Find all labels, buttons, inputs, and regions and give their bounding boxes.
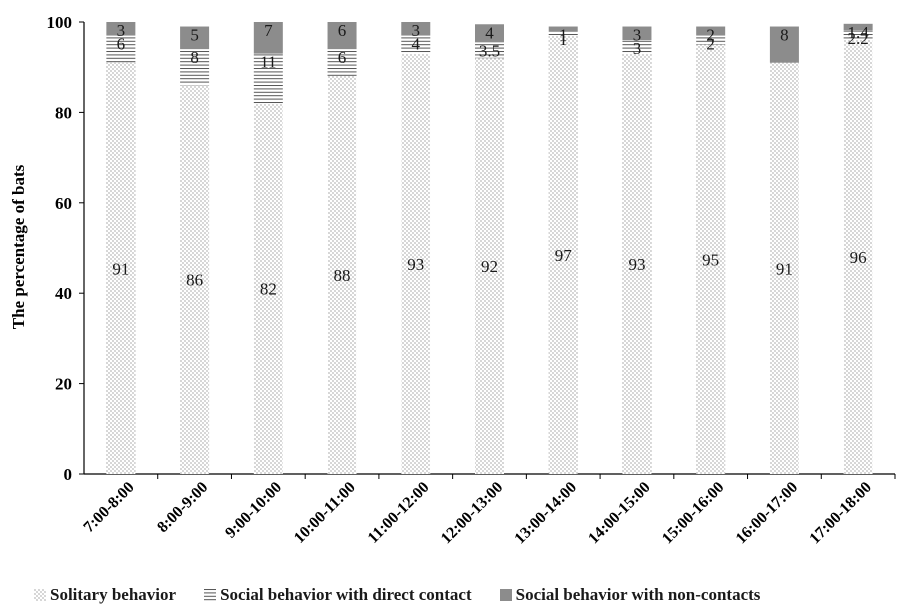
bar-segment-dots (843, 40, 873, 474)
data-label: 3 (412, 21, 421, 40)
data-label: 6 (338, 21, 347, 40)
x-tick-label: 16:00-17:00 (733, 479, 802, 548)
data-label: 3.5 (479, 41, 500, 60)
data-label: 82 (260, 280, 277, 299)
data-label: 5 (190, 26, 199, 45)
data-label: 86 (186, 271, 203, 290)
x-tick-label: 14:00-15:00 (585, 479, 654, 548)
x-tick-label: 15:00-16:00 (659, 479, 728, 548)
x-tick-label: 10:00-11:00 (291, 479, 359, 547)
bar-segment-dots (253, 103, 283, 475)
legend-swatch-lines (204, 589, 217, 601)
bar-segment-lines (475, 42, 504, 59)
data-label: 2 (706, 35, 715, 54)
bar-segment-lines (180, 49, 210, 86)
legend: Solitary behavior Social behavior with d… (34, 584, 901, 606)
data-label: 91 (776, 259, 793, 278)
bar-segment-dots (696, 44, 726, 474)
data-label: 6 (338, 48, 347, 67)
bar-segment-solid (180, 26, 210, 50)
bar-segment-dots (106, 62, 136, 475)
bar-segment-dots (327, 76, 357, 475)
x-tick-label: 7:00-8:00 (80, 479, 137, 536)
data-label: 1.4 (848, 23, 870, 42)
legend-label-non-contacts: Social behavior with non-contacts (515, 585, 761, 604)
bar-segment-lines (622, 40, 652, 54)
data-label: 93 (628, 255, 645, 274)
bar-segment-lines (401, 35, 431, 54)
bar-segment-dots (769, 62, 799, 475)
data-label: 3 (117, 21, 126, 40)
y-tick-label: 20 (55, 375, 72, 394)
x-tick-label: 9:00-10:00 (222, 479, 285, 542)
y-tick-label: 40 (55, 284, 72, 303)
y-tick-label: 0 (64, 465, 73, 484)
bar-segment-solid (769, 26, 799, 63)
data-label: 8 (780, 26, 789, 45)
y-tick-label: 80 (55, 103, 72, 122)
bar-segment-lines (843, 30, 873, 41)
bar-segment-dots (401, 53, 431, 474)
bar-segment-solid (696, 26, 726, 36)
x-tick-label: 17:00-18:00 (806, 479, 875, 548)
data-label: 6 (117, 35, 126, 54)
bar-segment-solid (327, 22, 357, 50)
bar-segment-lines (327, 49, 357, 77)
data-label: 1 (559, 30, 568, 49)
legend-swatch-solid (499, 589, 512, 601)
data-label: 93 (407, 255, 424, 274)
bar-segment-solid (548, 26, 578, 32)
legend-item-solitary: Solitary behavior (34, 585, 176, 605)
data-label: 3 (633, 26, 642, 45)
data-label: 1 (559, 26, 568, 45)
data-label: 2 (706, 26, 715, 45)
data-label: 97 (555, 246, 573, 265)
x-tick-label: 13:00-14:00 (511, 479, 580, 548)
legend-label-solitary: Solitary behavior (50, 585, 177, 604)
data-label: 91 (112, 259, 129, 278)
x-tick-label: 8:00-9:00 (154, 479, 211, 536)
data-label: 11 (260, 53, 276, 72)
data-label: 3 (633, 39, 642, 58)
x-tick-label: 12:00-13:00 (438, 479, 507, 548)
legend-item-non-contacts: Social behavior with non-contacts (499, 585, 761, 605)
data-label: 95 (702, 250, 719, 269)
data-label: 92 (481, 257, 498, 276)
bar-segment-dots (548, 35, 578, 475)
y-tick-label: 100 (47, 13, 73, 32)
legend-label-direct-contact: Social behavior with direct contact (220, 585, 472, 604)
bar-segment-dots (622, 53, 652, 474)
legend-swatch-dots (34, 589, 46, 601)
data-label: 96 (850, 248, 867, 267)
data-label: 2.2 (848, 29, 869, 48)
data-label: 4 (412, 35, 421, 54)
bar-segment-dots (180, 85, 210, 474)
bar-segment-lines (253, 53, 283, 104)
bar-segment-solid (253, 22, 283, 54)
bar-segment-lines (696, 35, 726, 45)
data-label: 88 (334, 266, 351, 285)
bar-segment-solid (622, 26, 652, 41)
bar-segment-solid (475, 24, 504, 43)
bar-segment-solid (401, 22, 431, 36)
y-axis-title: The percentage of bats (9, 164, 28, 329)
bar-segment-lines (106, 35, 136, 63)
data-label: 7 (264, 21, 273, 40)
data-label: 8 (190, 48, 199, 67)
plot-area: 02040608010091637:00-8:0086858:00-9:0082… (47, 13, 896, 547)
data-label: 4 (485, 23, 494, 42)
bar-segment-solid (106, 22, 136, 36)
legend-item-direct-contact: Social behavior with direct contact (204, 585, 472, 605)
bar-segment-lines (548, 31, 578, 36)
bar-segment-dots (475, 58, 504, 474)
bar-segment-solid (843, 23, 873, 31)
stacked-bar-chart: 02040608010091637:00-8:0086858:00-9:0082… (9, 13, 896, 547)
x-tick-label: 11:00-12:00 (365, 479, 433, 547)
y-tick-label: 60 (55, 194, 72, 213)
